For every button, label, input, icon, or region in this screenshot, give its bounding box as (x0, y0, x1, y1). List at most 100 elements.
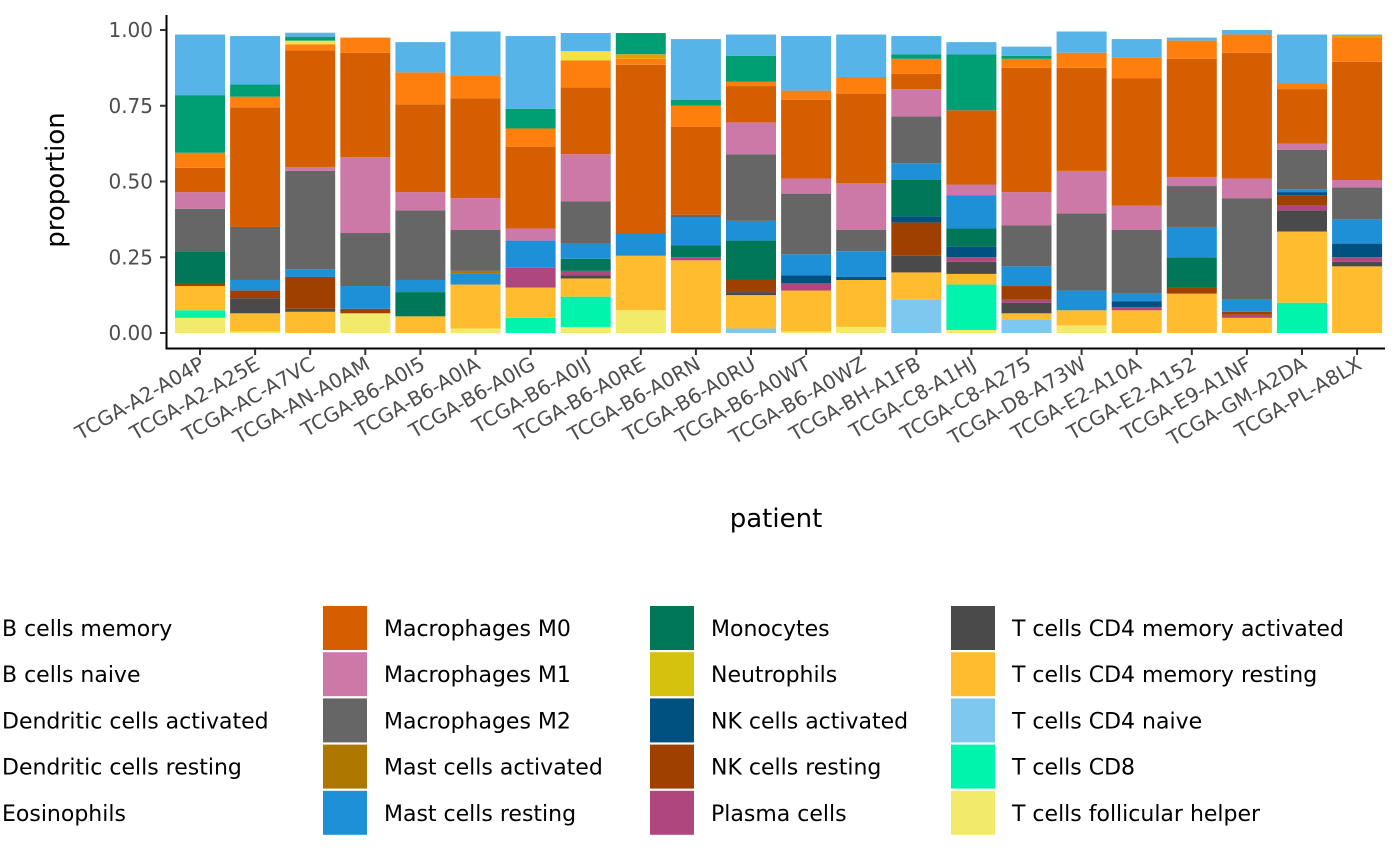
bar-segment (726, 81, 776, 87)
legend-label: Eosinophils (2, 802, 126, 827)
legend-key (323, 698, 367, 743)
bar-segment (891, 163, 942, 180)
bar-segment (230, 96, 281, 108)
bar-segment (726, 295, 776, 329)
bar-segment (781, 178, 832, 194)
legend-label: Macrophages M0 (384, 617, 571, 642)
bar-segment (1277, 149, 1327, 190)
y-tick-label: 0.25 (108, 245, 153, 269)
bar-segment (891, 216, 942, 223)
bar-segment (946, 329, 997, 333)
bar-segment (1332, 266, 1383, 333)
bar-segment (560, 51, 611, 61)
bar-segment (836, 279, 887, 327)
bar-segment (230, 84, 281, 97)
bar-segment (505, 287, 556, 318)
legend-label: Dendritic cells resting (2, 756, 242, 781)
bar-segment (175, 317, 225, 333)
bar-segment (615, 58, 666, 65)
bar-segment (1111, 57, 1162, 79)
bar-segment (891, 89, 942, 117)
bar-segment (891, 116, 942, 164)
bar-segment (615, 64, 666, 234)
legend-label: B cells naive (2, 663, 141, 688)
bar-segment (726, 220, 776, 241)
bar-segment (395, 72, 446, 105)
x-axis-ticks: TCGA-A2-A04PTCGA-A2-A25ETCGA-AC-A7VCTCGA… (70, 349, 1366, 451)
legend-label: Mast cells resting (384, 802, 576, 827)
bar-segment (1166, 257, 1217, 288)
legend-label: Mast cells activated (384, 756, 603, 781)
bar-segment (450, 229, 501, 271)
bar-segment (781, 275, 832, 284)
bar-segment (836, 183, 887, 230)
bar-segment (1001, 46, 1052, 56)
bar-segment (670, 126, 721, 215)
bar-segment (560, 326, 611, 333)
bar-segment (615, 233, 666, 256)
y-tick-label: 0.00 (108, 321, 153, 345)
legend-key (650, 790, 694, 835)
legend-key (323, 652, 367, 697)
bar-segment (505, 317, 556, 333)
bar-segment (670, 39, 721, 100)
bar-segment (891, 73, 942, 90)
y-tick-label: 1.00 (108, 18, 153, 42)
bar-segment (1277, 83, 1327, 90)
bar-segment (1166, 226, 1217, 258)
legend-label: Monocytes (711, 617, 830, 642)
bar-segment (836, 34, 887, 77)
bar-segment (670, 257, 721, 261)
legend-item: NK cells resting (650, 744, 881, 789)
bar-segment (726, 292, 776, 296)
bar-segment (946, 110, 997, 185)
bar-segment (946, 195, 997, 229)
bar-segment (340, 37, 391, 53)
bar-segment (1332, 243, 1383, 258)
legend-key (323, 744, 367, 789)
bar-segment (1221, 314, 1272, 318)
bar-segment (560, 275, 611, 279)
legend-item: Dendritic cells resting (2, 756, 242, 781)
x-axis-title: patient (730, 504, 823, 534)
bar-segment (450, 31, 501, 76)
legend-item: B cells naive (2, 663, 141, 688)
bar-segment (285, 269, 336, 277)
bar-segment (1056, 310, 1107, 326)
bar-segment (505, 267, 556, 288)
bar-segment (505, 108, 556, 129)
bar-segment (340, 52, 391, 158)
bar-segment (285, 36, 336, 41)
bar-segment (1332, 187, 1383, 220)
bar-segment (560, 270, 611, 276)
bar-segment (946, 246, 997, 258)
bar-segment (175, 95, 225, 153)
legend-label: Plasma cells (711, 802, 847, 827)
bar-segment (450, 98, 501, 199)
bar-segment (670, 260, 721, 333)
bar-segment (395, 316, 446, 333)
bar-segment (505, 228, 556, 241)
bar-segment (1056, 290, 1107, 311)
legend-label: NK cells resting (711, 756, 881, 781)
bar-segment (891, 54, 942, 59)
bar-segment (781, 254, 832, 276)
bar-segment (340, 313, 391, 333)
bar-segment (1332, 61, 1383, 180)
bar-segment (560, 33, 611, 52)
bar-segment (615, 54, 666, 59)
bar-segment (1056, 170, 1107, 214)
bar-segment (560, 278, 611, 297)
bar-segment (670, 217, 721, 246)
bar-segment (395, 279, 446, 293)
legend-item: T cells follicular helper (951, 790, 1261, 835)
legend-item: Macrophages M2 (323, 698, 571, 743)
bar-segment (836, 251, 887, 277)
bar-segment (836, 326, 887, 333)
bar-segment (726, 55, 776, 82)
bar-segment (781, 331, 832, 333)
bar-segment (175, 167, 225, 193)
legend-key (951, 606, 995, 650)
bar-segment (836, 93, 887, 184)
bar-segment (175, 208, 225, 252)
